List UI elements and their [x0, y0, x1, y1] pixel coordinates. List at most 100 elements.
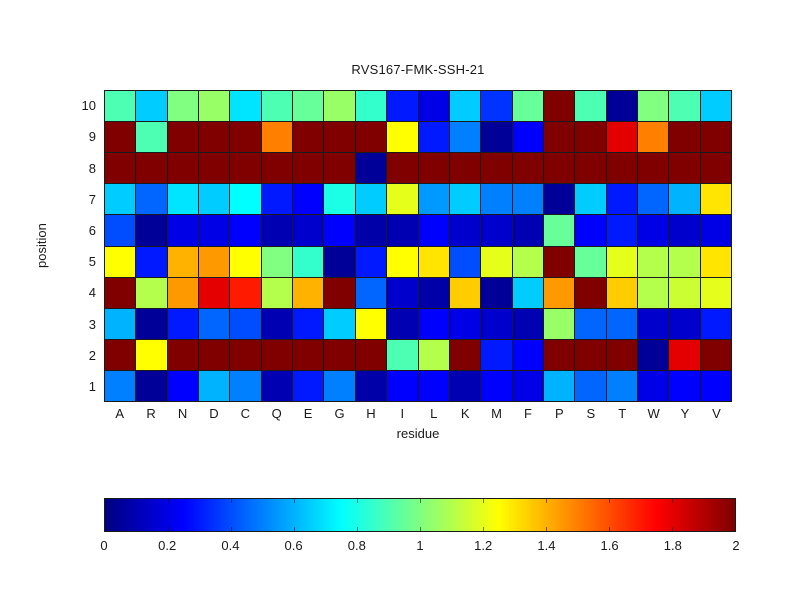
colorbar-tick-mark	[420, 527, 421, 531]
heatmap-cell	[261, 246, 293, 277]
heatmap-cell	[418, 215, 449, 246]
colorbar-tick-mark	[168, 499, 169, 503]
colorbar-tick-mark	[231, 527, 232, 531]
colorbar-tick-mark	[357, 527, 358, 531]
heatmap-cell	[606, 215, 637, 246]
x-tick-label: I	[400, 406, 405, 421]
heatmap-cell	[199, 215, 230, 246]
heatmap-cell	[136, 339, 167, 370]
colorbar-tick-label: 1.4	[537, 538, 556, 553]
heatmap-cell	[261, 339, 293, 370]
heatmap-cell	[105, 153, 136, 184]
heatmap-cell	[136, 246, 167, 277]
x-tick-label: R	[146, 406, 156, 421]
heatmap-cell	[167, 370, 199, 401]
heatmap-cell	[418, 184, 449, 215]
heatmap-cell	[700, 308, 731, 339]
heatmap-cell	[355, 246, 387, 277]
heatmap-cell	[261, 122, 293, 153]
heatmap-cell	[167, 339, 199, 370]
colorbar-tick-label: 0.4	[221, 538, 240, 553]
heatmap-cell	[543, 215, 575, 246]
heatmap-cell	[449, 215, 481, 246]
heatmap-cell	[637, 339, 669, 370]
heatmap-cell	[230, 339, 261, 370]
heatmap-cell	[324, 308, 355, 339]
heatmap-cell	[261, 215, 293, 246]
heatmap-cell	[230, 308, 261, 339]
colorbar-tick-label: 2	[732, 538, 740, 553]
heatmap-cell	[575, 153, 606, 184]
heatmap-cell	[700, 339, 731, 370]
heatmap-cell	[512, 308, 543, 339]
heatmap-cell	[293, 339, 324, 370]
colorbar-ticks: 0 0.2 0.4 0.6 0.8 1 1.2 1.4 1.6 1.8 2	[100, 538, 740, 554]
heatmap-cell	[199, 122, 230, 153]
colorbar-tick-mark	[609, 527, 610, 531]
heatmap-cell	[700, 153, 731, 184]
heatmap-cell	[418, 91, 449, 122]
colorbar-tick-label: 0	[100, 538, 108, 553]
heatmap-cell	[700, 370, 731, 401]
heatmap-cell	[355, 370, 387, 401]
heatmap-cell	[355, 215, 387, 246]
x-tick-label: V	[712, 406, 721, 421]
heatmap-cell	[575, 122, 606, 153]
x-tick-label: Y	[680, 406, 690, 421]
heatmap-cell	[700, 277, 731, 308]
heatmap-cell	[669, 215, 700, 246]
heatmap-cell	[669, 122, 700, 153]
heatmap-cell	[136, 308, 167, 339]
x-tick-label: K	[460, 406, 470, 421]
colorbar-tick-label: 0.8	[347, 538, 366, 553]
heatmap-cell	[387, 246, 418, 277]
colorbar-frame	[104, 498, 736, 532]
heatmap-cell	[637, 153, 669, 184]
heatmap-cell	[512, 215, 543, 246]
heatmap-cell	[230, 370, 261, 401]
heatmap-cell	[167, 246, 199, 277]
colorbar-tick-label: 1.6	[600, 538, 619, 553]
heatmap-cell	[637, 246, 669, 277]
chart-title: RVS167-FMK-SSH-21	[351, 62, 485, 77]
heatmap-cell	[167, 277, 199, 308]
heatmap-cell	[261, 370, 293, 401]
heatmap-cell	[324, 153, 355, 184]
heatmap-cell	[136, 91, 167, 122]
heatmap-cell	[167, 215, 199, 246]
heatmap-cell	[669, 339, 700, 370]
heatmap-cell	[105, 215, 136, 246]
heatmap-cell	[637, 122, 669, 153]
heatmap-cell	[669, 91, 700, 122]
heatmap-cell	[167, 184, 199, 215]
x-tick-label: G	[334, 406, 345, 421]
heatmap-cell	[387, 370, 418, 401]
heatmap-cell	[700, 184, 731, 215]
heatmap-cell	[512, 277, 543, 308]
heatmap-cell	[136, 215, 167, 246]
heatmap-cell	[512, 153, 543, 184]
colorbar-tick-label: 0.2	[158, 538, 177, 553]
heatmap-cell	[418, 246, 449, 277]
heatmap-cell	[512, 370, 543, 401]
x-tick-label: Q	[271, 406, 282, 421]
heatmap-cell	[261, 91, 293, 122]
heatmap-cell	[637, 308, 669, 339]
heatmap-cell	[324, 215, 355, 246]
heatmap-cell	[293, 215, 324, 246]
heatmap-grid	[104, 90, 732, 402]
heatmap-cell	[606, 277, 637, 308]
heatmap-cell	[293, 153, 324, 184]
heatmap-cell	[512, 184, 543, 215]
colorbar-tick-label: 1	[416, 538, 424, 553]
heatmap-cell	[481, 277, 512, 308]
y-tick-label: 10	[81, 98, 96, 114]
x-tick-label: C	[240, 406, 251, 421]
y-tick-label: 2	[88, 347, 96, 363]
y-tick-label: 4	[88, 285, 96, 301]
heatmap-cell	[700, 122, 731, 153]
colorbar-tick-mark	[231, 499, 232, 503]
heatmap-cell	[293, 91, 324, 122]
heatmap-cell	[199, 277, 230, 308]
y-tick-label: 3	[88, 316, 96, 332]
